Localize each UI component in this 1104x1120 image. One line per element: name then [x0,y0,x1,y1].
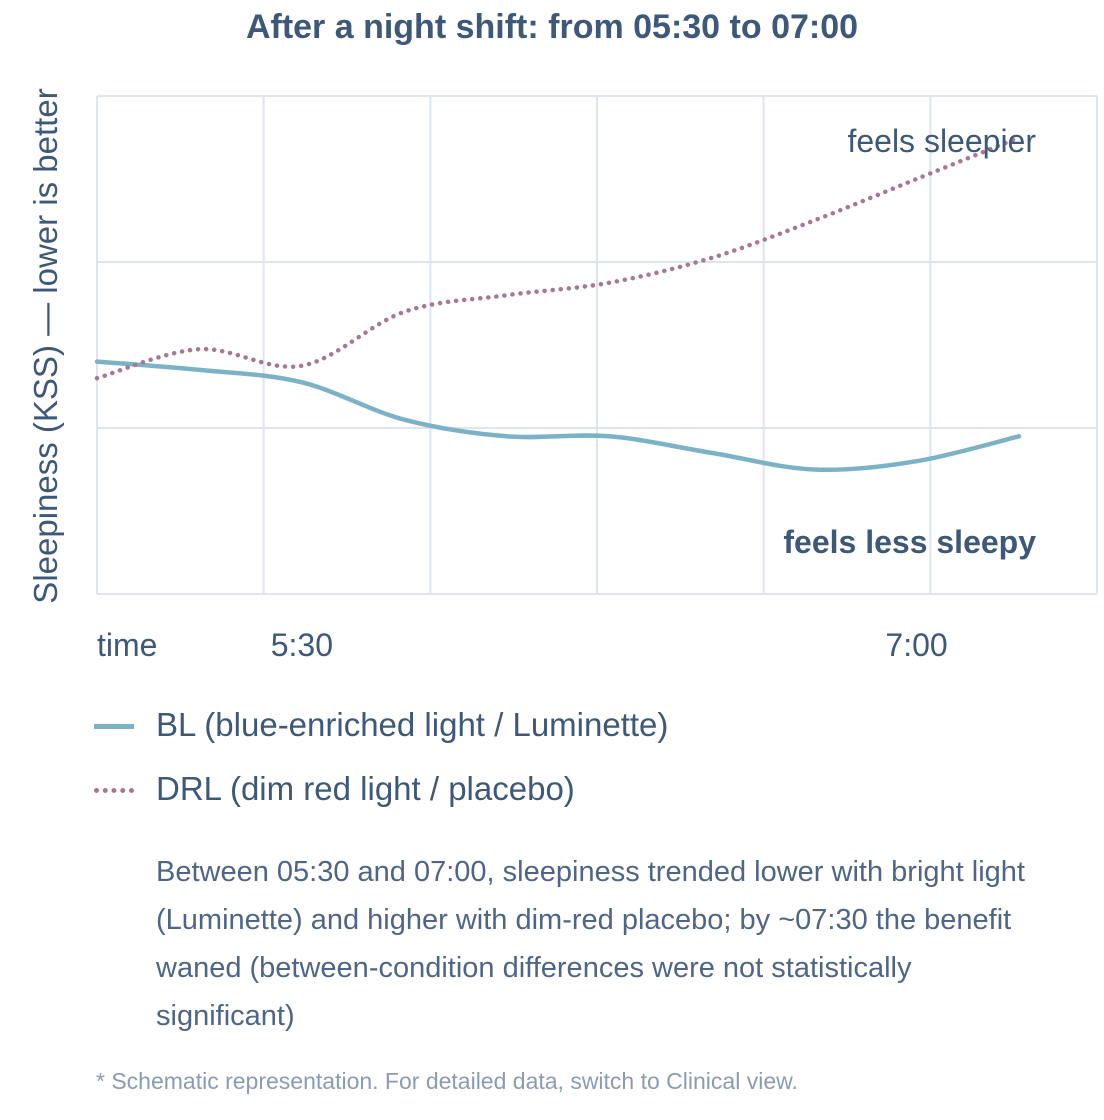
x-ticks: 5:30 7:00 [271,627,948,663]
grid [96,95,1098,595]
legend-swatch-drl [94,788,134,793]
chart-title: After a night shift: from 05:30 to 07:00 [245,8,859,46]
series-line-drl [94,135,1022,381]
legend-label-bl: BL (blue-enriched light / Luminette) [156,706,669,743]
annotation-feels-sleepier: feels sleepier [847,123,1036,159]
annotation-feels-less-sleepy: feels less sleepy [783,524,1036,560]
legend-swatch-bl [94,724,134,729]
x-tick-label: 5:30 [271,627,333,663]
series-layer [94,135,1022,472]
legend-label-drl: DRL (dim red light / placebo) [156,770,575,807]
series-line-bl [94,359,1022,472]
summary-text: Between 05:30 and 07:00, sleepiness tren… [156,856,1025,1032]
x-axis-label: time [97,627,157,663]
footnote: * Schematic representation. For detailed… [96,1068,798,1094]
y-axis-label: Sleepiness (KSS) — lower is better [27,88,64,603]
sleepiness-chart: Sleepiness (KSS) — lower is better feels… [27,88,1098,663]
x-tick-label: 7:00 [885,627,947,663]
